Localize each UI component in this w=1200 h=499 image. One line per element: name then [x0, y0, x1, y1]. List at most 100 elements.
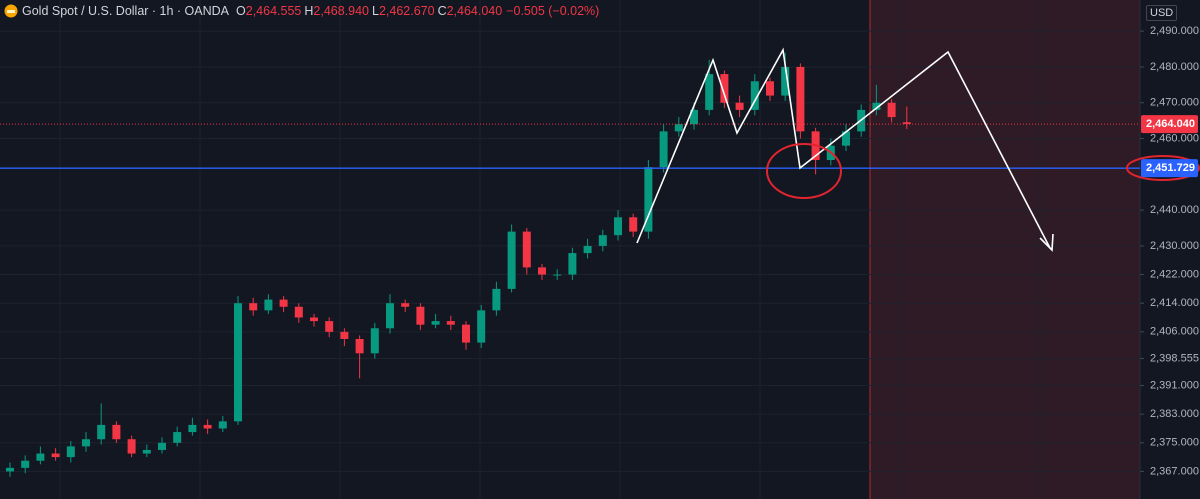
candle-body: [659, 131, 668, 168]
candle-body: [781, 66, 790, 96]
candle-body: [507, 231, 516, 289]
candle-body: [674, 124, 683, 132]
y-tick-label: 2,460.000: [1150, 132, 1199, 144]
candle-body: [902, 122, 911, 125]
candle-body: [386, 303, 394, 329]
candle-body: [127, 439, 136, 454]
candle-body: [522, 231, 531, 268]
y-tick-label: 2,480.000: [1150, 61, 1199, 73]
candle-body: [188, 424, 197, 433]
candle-body: [310, 317, 318, 322]
candle-body: [203, 424, 212, 429]
y-tick-label: 2,414.000: [1150, 297, 1199, 309]
candle-body: [629, 217, 638, 232]
symbol-icon: [4, 4, 18, 18]
candle-body: [340, 331, 349, 339]
y-tick-label: 2,490.000: [1150, 25, 1199, 37]
arrow-head: [1039, 233, 1054, 252]
candle-body: [355, 338, 364, 354]
candle-body: [416, 306, 425, 325]
change: −0.505 (−0.02%): [506, 4, 600, 18]
candle-body: [82, 439, 90, 447]
candle-body: [796, 66, 805, 132]
y-tick-label: 2,430.000: [1150, 240, 1199, 252]
price-tag: [1141, 159, 1198, 178]
grid: [0, 0, 1140, 499]
candle-body: [583, 245, 592, 254]
candle-body: [614, 217, 622, 236]
candle-body: [705, 74, 714, 110]
y-tick-label: 2,383.000: [1150, 408, 1199, 420]
candle-body: [431, 321, 440, 325]
candle-body: [218, 421, 227, 429]
candle-body: [477, 310, 486, 343]
candle-body: [690, 109, 698, 125]
y-tick-label: 2,470.000: [1150, 97, 1199, 109]
candle-body: [142, 449, 151, 454]
ohlc-key: O: [236, 4, 246, 18]
candle-body: [462, 324, 470, 343]
candle-body: [6, 467, 14, 472]
pattern-drawing: [636, 47, 1051, 249]
candle-body: [766, 81, 774, 96]
candle-body: [249, 303, 258, 311]
price-axis: 2,490.000 2,480.000 2,470.000 2,460.000 2,44…: [1140, 25, 1199, 477]
candle-body: [36, 453, 45, 461]
y-tick-label: 2,422.000: [1150, 268, 1199, 280]
candles: [6, 52, 911, 477]
price-tag-label: 2,451.729: [1146, 162, 1195, 174]
candle-body: [735, 102, 744, 110]
drawings: [636, 47, 1200, 252]
y-tick-label: 2,440.000: [1150, 204, 1199, 216]
price-lines: [0, 123, 1140, 169]
candle-body: [750, 81, 759, 110]
ohlc-key: L: [372, 4, 379, 18]
candle-body: [872, 102, 881, 110]
candle-body: [51, 453, 60, 458]
candle-body: [401, 303, 410, 307]
candle-body: [66, 446, 75, 458]
candle-body: [112, 424, 121, 440]
y-tick-label: 2,406.000: [1150, 326, 1199, 338]
candle-body: [234, 303, 242, 422]
candle-body: [294, 306, 303, 318]
price-tag-label: 2,464.040: [1146, 118, 1195, 130]
ohlc-key: H: [304, 4, 314, 18]
y-tick-label: 2,398.555: [1150, 352, 1199, 364]
candle-body: [279, 299, 288, 307]
candle-body: [370, 328, 379, 354]
ohlc: O2,464.555 H2,468.940 L2,462.670 C2,464.040: [233, 4, 502, 18]
candle-body: [492, 288, 501, 311]
candle-body: [720, 74, 729, 103]
candle-body: [568, 253, 577, 275]
highlight-ellipse: [766, 143, 842, 199]
ohlc-value: 2,464.040: [446, 4, 503, 18]
axis-ellipse: [1126, 155, 1200, 181]
price-tag: [1141, 115, 1198, 134]
candle-body: [446, 321, 455, 325]
y-tick-label: 2,391.000: [1150, 379, 1199, 391]
currency: USD: [1146, 5, 1178, 21]
ohlc-value: 2,462.670: [378, 4, 435, 18]
candle-body: [538, 267, 546, 275]
candle-body: [553, 274, 562, 276]
symbol: Gold Spot / U.S. Dollar · 1h · OANDA: [22, 4, 230, 18]
candle-body: [887, 102, 896, 118]
candle-body: [842, 131, 850, 146]
candle-body: [21, 460, 30, 468]
ohlc-value: 2,468.940: [313, 4, 369, 18]
candle-body: [158, 442, 166, 450]
candle-body: [173, 432, 182, 443]
candle-body: [97, 424, 106, 440]
highlight-zone: [870, 0, 1140, 499]
ohlc-key: C: [437, 4, 447, 18]
candle-body: [264, 299, 273, 311]
y-tick-label: 2,367.000: [1150, 465, 1199, 477]
y-tick-label: 2,375.000: [1150, 437, 1199, 449]
candle-body: [598, 235, 607, 246]
ohlc-value: 2,464.555: [245, 4, 302, 18]
candle-body: [644, 167, 653, 232]
candle-body: [325, 321, 334, 332]
